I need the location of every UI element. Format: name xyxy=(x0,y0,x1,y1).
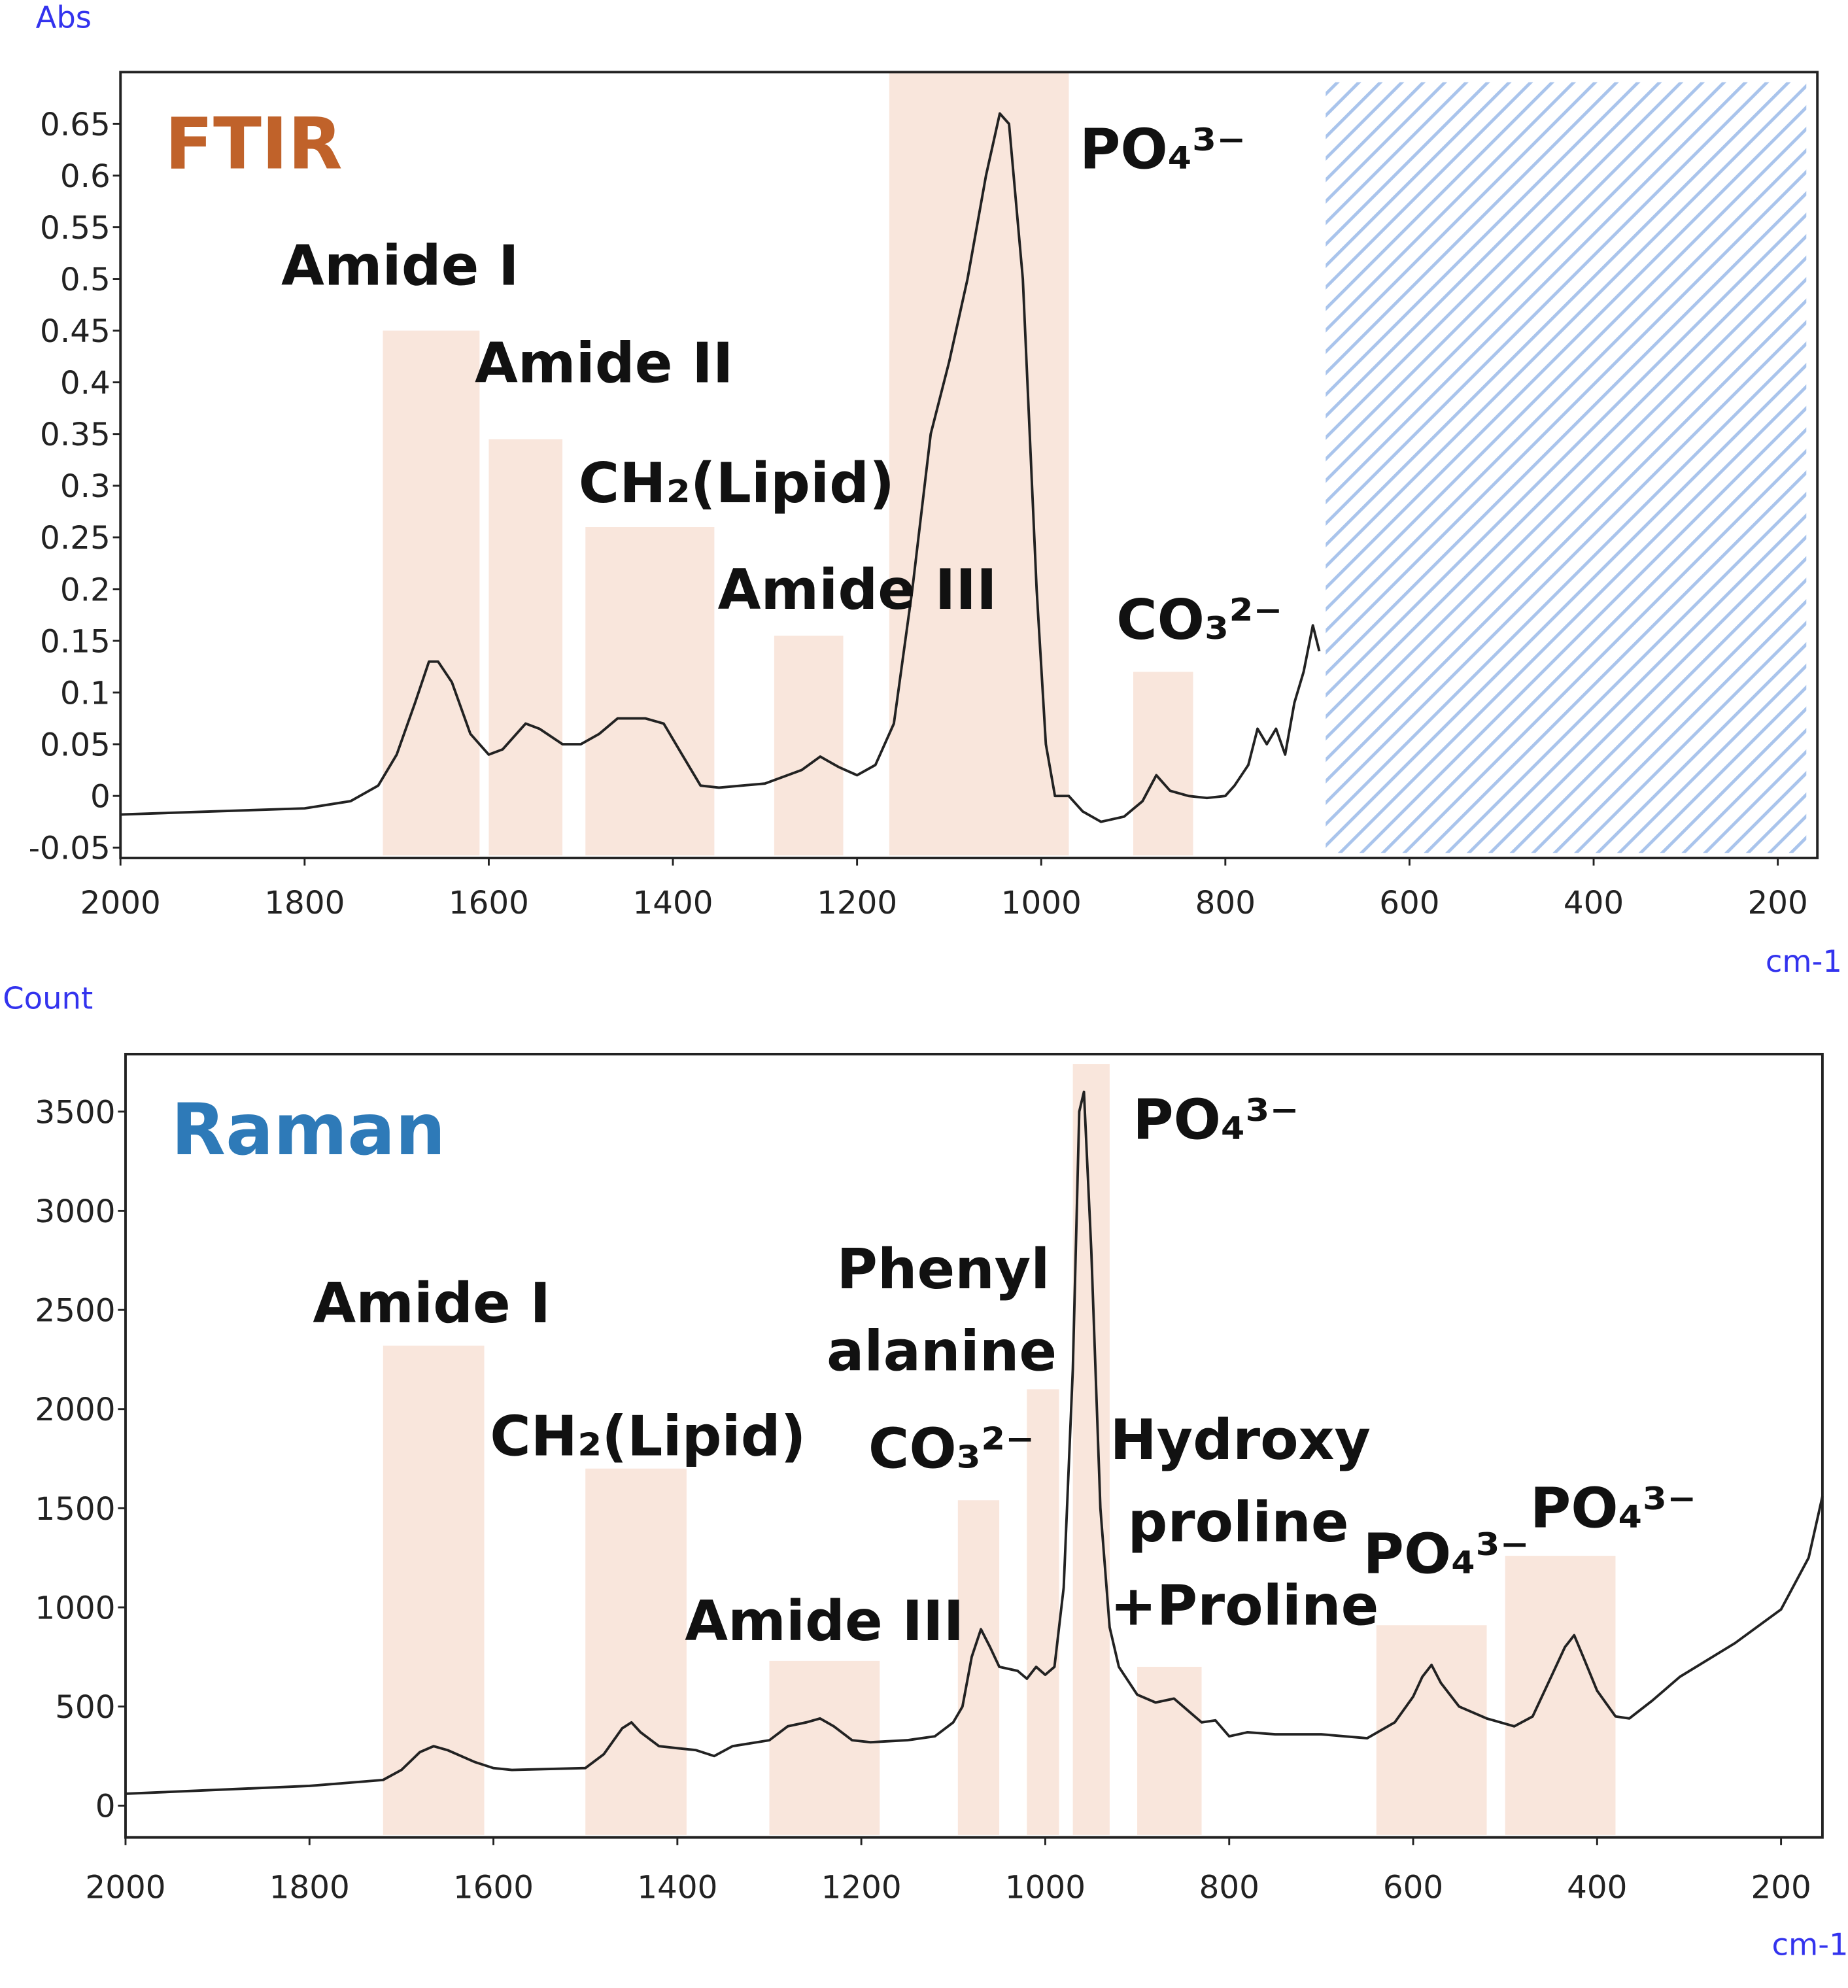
band-label: PO₄³⁻ xyxy=(1363,1522,1529,1586)
x-axis-label: cm-1 xyxy=(1766,944,1842,979)
band-label: CO₃²⁻ xyxy=(1116,588,1282,653)
band-label: Amide III xyxy=(685,1589,964,1654)
x-tick-label: 1600 xyxy=(453,1870,534,1906)
band xyxy=(383,330,480,856)
band-label: Hydroxy xyxy=(1110,1408,1371,1473)
band-label: Amide III xyxy=(718,558,997,623)
x-tick-label: 1800 xyxy=(264,885,345,921)
band-label: +Proline xyxy=(1110,1574,1378,1639)
band-label: Phenyl xyxy=(836,1237,1050,1302)
chart-title: Raman xyxy=(171,1088,446,1171)
no-data-region xyxy=(1326,82,1807,853)
band xyxy=(1133,672,1193,856)
band xyxy=(774,636,844,856)
band-label: alanine xyxy=(827,1320,1057,1384)
band xyxy=(1505,1556,1616,1835)
y-tick-label: 0.45 xyxy=(40,313,111,350)
x-tick-label: 1200 xyxy=(821,1870,902,1906)
band-label: Amide I xyxy=(281,233,519,298)
y-tick-label: 0 xyxy=(95,1789,116,1825)
x-tick-label: 200 xyxy=(1747,885,1807,921)
y-tick-label: 0.1 xyxy=(60,675,111,711)
band xyxy=(889,72,1069,856)
x-tick-label: 400 xyxy=(1564,885,1624,921)
band-label: proline xyxy=(1128,1490,1349,1555)
band xyxy=(1376,1625,1487,1835)
band-label: CH₂(Lipid) xyxy=(579,451,895,516)
y-tick-label: 0.4 xyxy=(60,365,111,402)
band-label: PO₄³⁻ xyxy=(1080,117,1246,182)
y-tick-label: 0.05 xyxy=(40,727,111,763)
y-tick-label: 0.15 xyxy=(40,623,111,660)
x-tick-label: 2000 xyxy=(80,885,161,921)
band-label: Amide II xyxy=(475,331,733,396)
band xyxy=(769,1660,880,1835)
y-tick-label: 0.2 xyxy=(60,572,111,608)
x-tick-label: 800 xyxy=(1199,1870,1259,1906)
band-label: CO₃²⁻ xyxy=(868,1417,1035,1482)
x-tick-label: 1800 xyxy=(269,1870,350,1906)
band-label: CH₂(Lipid) xyxy=(490,1404,806,1469)
y-tick-label: 0.5 xyxy=(60,262,111,298)
band xyxy=(488,439,563,856)
plot-frame xyxy=(119,71,1819,859)
band xyxy=(1072,1064,1110,1835)
band xyxy=(1027,1389,1059,1835)
y-tick-label: 2500 xyxy=(35,1293,115,1329)
plot-frame xyxy=(124,1052,1824,1839)
x-tick-label: 200 xyxy=(1751,1870,1811,1906)
band-label: PO₄³⁻ xyxy=(1133,1088,1299,1153)
x-tick-label: 1400 xyxy=(632,885,713,921)
chart-title: FTIR xyxy=(165,102,343,185)
band-label: Amide I xyxy=(313,1271,551,1336)
x-tick-label: 1000 xyxy=(1001,885,1082,921)
x-tick-label: 1600 xyxy=(449,885,529,921)
x-tick-label: 800 xyxy=(1195,885,1256,921)
y-tick-label: 0 xyxy=(90,779,111,815)
y-tick-label: 0.6 xyxy=(60,158,111,195)
band xyxy=(957,1500,1000,1835)
y-tick-label: 1000 xyxy=(35,1590,115,1626)
y-tick-label: 0.25 xyxy=(40,520,111,557)
y-tick-label: 3000 xyxy=(35,1193,115,1230)
y-tick-label: 2000 xyxy=(35,1392,115,1428)
band xyxy=(383,1345,485,1835)
x-tick-label: 2000 xyxy=(85,1870,165,1906)
y-axis-label: Abs xyxy=(36,0,92,35)
x-axis-label: cm-1 xyxy=(1771,1927,1848,1962)
y-tick-label: 0.55 xyxy=(40,210,111,247)
spectrum-line xyxy=(125,1090,1824,1795)
band xyxy=(585,1468,687,1835)
y-tick-label: -0.05 xyxy=(29,831,111,867)
y-tick-label: 0.35 xyxy=(40,417,111,453)
x-tick-label: 1200 xyxy=(817,885,897,921)
y-tick-label: 0.65 xyxy=(40,107,111,143)
band-label: PO₄³⁻ xyxy=(1530,1477,1696,1541)
x-tick-label: 1400 xyxy=(637,1870,717,1906)
y-tick-label: 3500 xyxy=(35,1094,115,1131)
spectrum-line xyxy=(120,112,1321,823)
x-tick-label: 600 xyxy=(1383,1870,1443,1906)
band xyxy=(585,527,715,856)
x-tick-label: 1000 xyxy=(1005,1870,1086,1906)
x-tick-label: 400 xyxy=(1567,1870,1627,1906)
x-tick-label: 600 xyxy=(1379,885,1439,921)
y-tick-label: 500 xyxy=(55,1689,115,1726)
y-tick-label: 0.3 xyxy=(60,468,111,505)
y-tick-label: 1500 xyxy=(35,1491,115,1528)
y-axis-label: Count xyxy=(3,980,93,1016)
band xyxy=(1137,1666,1202,1835)
